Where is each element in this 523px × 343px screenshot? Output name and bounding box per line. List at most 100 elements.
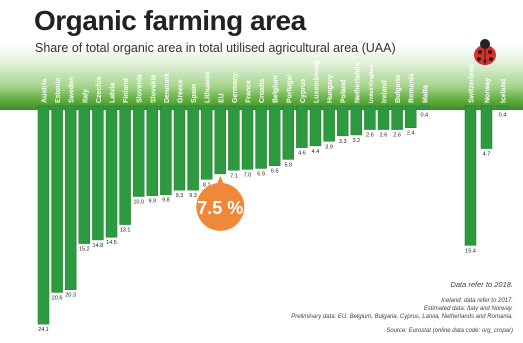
bar-portugal	[282, 105, 295, 160]
category-label-portugal: Portugal	[286, 75, 293, 103]
bar-czechia	[92, 105, 104, 241]
value-label-portugal: 5.9	[284, 162, 292, 168]
ladybug-icon	[474, 39, 496, 65]
value-label-united-kingdom: 2.6	[366, 133, 374, 139]
eu-highlight-bubble: 7.5 %	[196, 175, 245, 231]
bar-malta	[418, 105, 431, 110]
category-label-finland: Finland	[123, 78, 130, 103]
value-label-germany: 7.1	[230, 173, 238, 179]
eu-bubble-label: 7.5 %	[197, 198, 243, 218]
bar-bulgaria	[391, 105, 403, 130]
value-label-spain: 9.3	[189, 193, 197, 199]
bar-estonia	[51, 105, 63, 293]
category-label-czechia: Czechia	[96, 76, 103, 103]
category-label-switzerland: Switzerland	[469, 64, 476, 103]
category-label-greece: Greece	[178, 79, 185, 103]
value-label-netherlands: 3.2	[352, 138, 360, 144]
bar-denmark	[160, 105, 172, 195]
bar-france	[241, 105, 254, 170]
category-label-netherlands: Netherlands	[354, 62, 361, 103]
bar-lithuania	[200, 105, 213, 180]
category-label-luxembourg: Luxembourg	[314, 61, 321, 103]
value-label-lithuania: 8.1	[203, 182, 211, 188]
category-label-poland: Poland	[341, 80, 348, 103]
note-data-year: Data refer to 2018.	[450, 280, 513, 289]
category-label-iceland: Iceland	[501, 79, 508, 103]
bar-sweden	[64, 105, 77, 290]
category-label-norway: Norway	[485, 78, 492, 103]
bar-cyprus	[296, 105, 308, 148]
bar-romania	[404, 105, 417, 128]
category-label-austria: Austria	[42, 79, 49, 103]
note-source: Source: Eurostat (online data code: org_…	[386, 328, 513, 334]
category-label-latvia: Latvia	[110, 83, 117, 103]
category-label-italy: Italy	[82, 89, 89, 103]
value-label-malta: 0.4	[420, 113, 428, 119]
category-label-belgium: Belgium	[273, 75, 280, 103]
category-label-ireland: Ireland	[382, 80, 389, 103]
bar-slovenia	[132, 105, 145, 197]
chart-subtitle: Share of total organic area in total uti…	[35, 41, 396, 55]
bar-belgium	[268, 105, 281, 166]
category-label-denmark: Denmark	[164, 73, 171, 103]
note-estimated: Estimated data: Italy and Norway.	[423, 306, 513, 312]
bar-luxembourg	[309, 105, 322, 147]
bar-hungary	[323, 105, 335, 142]
bar-spain	[187, 105, 199, 191]
value-label-bulgaria: 2.6	[393, 133, 401, 139]
bar-finland	[119, 105, 131, 225]
value-label-cyprus: 4.6	[298, 151, 306, 157]
value-label-slovenia: 10.0	[133, 200, 144, 206]
value-label-ireland: 2.6	[380, 133, 388, 139]
value-label-croatia: 6.9	[257, 171, 265, 177]
value-label-norway: 4.7	[483, 152, 491, 158]
value-label-greece: 9.3	[176, 193, 184, 199]
category-label-germany: Germany	[232, 73, 239, 103]
category-label-france: France	[246, 80, 253, 103]
value-label-poland: 3.3	[339, 139, 347, 145]
value-label-latvia: 14.5	[106, 240, 117, 246]
category-label-eu: EU	[218, 93, 225, 103]
category-label-estonia: Estonia	[55, 78, 62, 103]
bar-united-kingdom	[364, 105, 376, 130]
bar-austria	[37, 105, 50, 325]
value-label-iceland: 0.4	[499, 113, 507, 119]
category-label-lithuania: Lithuania	[205, 72, 212, 103]
value-label-sweden: 20.3	[65, 293, 76, 299]
bar-greece	[173, 105, 186, 191]
bar-croatia	[255, 105, 267, 169]
value-label-italy: 15.2	[79, 247, 90, 253]
bar-eu	[214, 105, 227, 175]
value-label-finland: 13.1	[120, 228, 131, 234]
category-label-bulgaria: Bulgaria	[395, 75, 402, 103]
eu-bubble-circle	[196, 182, 245, 231]
note-iceland: Iceland: data refer to 2017.	[441, 298, 513, 304]
category-label-spain: Spain	[191, 84, 198, 103]
value-label-denmark: 9.8	[162, 198, 170, 204]
value-label-switzerland: 15.4	[465, 248, 476, 254]
bar-iceland	[496, 105, 509, 110]
bar-poland	[336, 105, 349, 137]
bar-norway	[480, 105, 493, 149]
grass-background	[0, 0, 523, 110]
category-label-malta: Malta	[422, 85, 429, 103]
category-label-croatia: Croatia	[259, 79, 266, 103]
note-preliminary: Preliminary data: EU, Belgium, Bulgaria,…	[291, 314, 513, 320]
category-label-slovakia: Slovakia	[150, 74, 157, 103]
value-label-romania: 2.4	[407, 131, 415, 137]
category-label-slovenia: Slovenia	[137, 74, 144, 103]
bar-slovakia	[146, 105, 159, 196]
category-label-romania: Romania	[409, 73, 416, 103]
value-label-hungary: 3.9	[325, 144, 333, 150]
bar-latvia	[105, 105, 118, 238]
category-label-sweden: Sweden	[69, 77, 76, 103]
chart-title: Organic farming area	[34, 5, 306, 36]
bar-germany	[228, 105, 240, 171]
bar-netherlands	[350, 105, 363, 136]
value-label-estonia: 20.6	[52, 295, 63, 301]
value-label-belgium: 6.6	[271, 169, 279, 175]
value-label-luxembourg: 4.4	[312, 149, 320, 155]
value-label-slovakia: 9.9	[148, 199, 156, 205]
bar-italy	[78, 105, 91, 244]
